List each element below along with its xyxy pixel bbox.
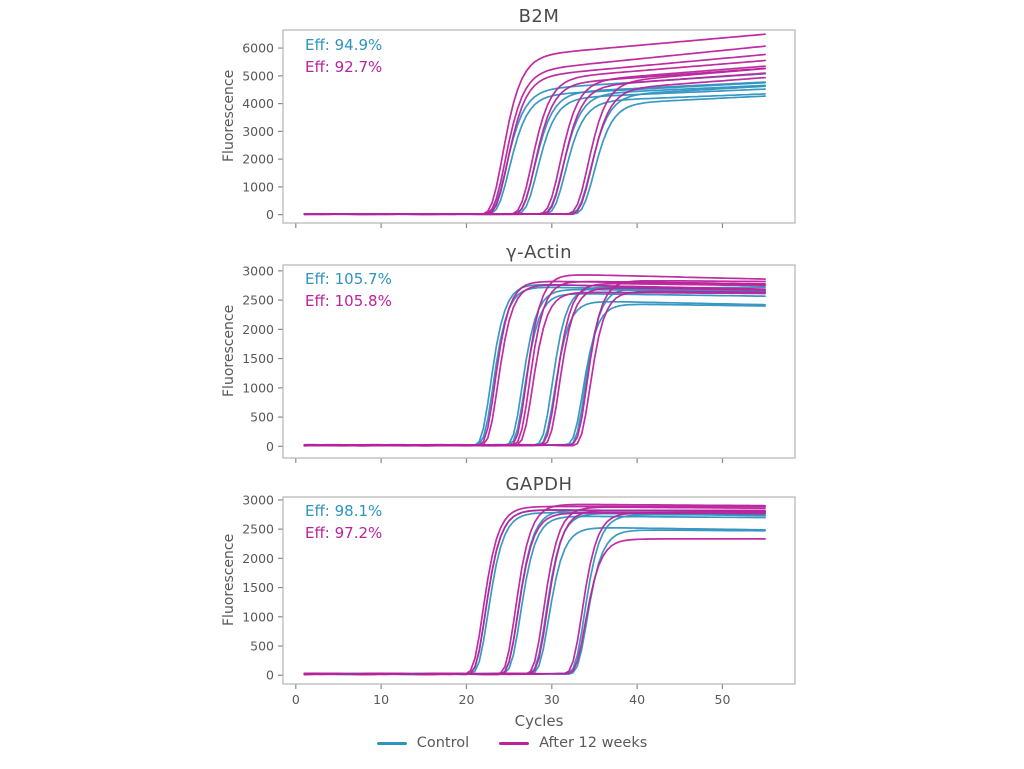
y-tick-label: 0: [266, 207, 274, 222]
efficiency-label-treated-gamma-actin: Eff: 105.8%: [305, 292, 392, 310]
legend-label-control: Control: [416, 735, 470, 751]
panel-frame: [282, 29, 796, 224]
y-axis-label-gamma-actin: Fluorescence: [221, 304, 237, 397]
y-tick-label: 500: [250, 639, 274, 654]
y-tick-label: 1000: [242, 609, 274, 624]
y-tick-label: 1000: [242, 380, 274, 395]
amplification-curve-control: [303, 527, 766, 676]
amplification-curve-after_12_weeks: [303, 72, 766, 215]
y-tick-label: 1500: [242, 580, 274, 595]
legend-swatch-after-12-weeks: [499, 741, 530, 745]
legend-label-after-12-weeks: After 12 weeks: [539, 735, 648, 751]
legend: Control After 12 weeks: [0, 735, 1024, 751]
y-tick-label: 2000: [242, 322, 274, 337]
panel-frame: [282, 496, 796, 685]
x-tick-label: 40: [629, 692, 645, 707]
amplification-curve-after_12_weeks: [303, 538, 766, 676]
panel-frame: [282, 264, 796, 459]
amplification-curve-after_12_weeks: [303, 291, 766, 447]
y-tick-label: 500: [250, 410, 274, 425]
legend-item-after-12-weeks: After 12 weeks: [499, 735, 647, 751]
y-tick-label: 3000: [242, 263, 274, 278]
amplification-curve-control: [303, 95, 766, 216]
y-tick-label: 5000: [242, 68, 274, 83]
y-axis-label-b2m: Fluorescence: [221, 69, 237, 162]
efficiency-label-treated-b2m: Eff: 92.7%: [305, 58, 383, 76]
amplification-curve-control: [303, 529, 766, 676]
x-tick-label: 20: [459, 692, 475, 707]
legend-item-control: Control: [376, 735, 470, 751]
y-tick-label: 2000: [242, 152, 274, 167]
y-tick-label: 2000: [242, 551, 274, 566]
amplification-curve-after_12_weeks: [303, 76, 766, 216]
y-tick-label: 0: [266, 668, 274, 683]
panel-title-gamma-actin: γ-Actin: [505, 242, 572, 263]
y-tick-label: 2500: [242, 522, 274, 537]
efficiency-label-treated-gapdh: Eff: 97.2%: [305, 524, 383, 542]
x-axis-label-cycles: Cycles: [514, 712, 564, 730]
efficiency-label-control-gapdh: Eff: 98.1%: [305, 502, 383, 520]
y-tick-label: 3000: [242, 124, 274, 139]
amplification-curve-control: [303, 286, 766, 447]
efficiency-label-control-b2m: Eff: 94.9%: [305, 36, 383, 54]
x-tick-label: 0: [292, 692, 300, 707]
y-tick-label: 3000: [242, 492, 274, 507]
y-axis-label-gapdh: Fluorescence: [221, 533, 237, 626]
amplification-curve-after_12_weeks: [303, 287, 766, 447]
y-tick-label: 4000: [242, 96, 274, 111]
panel-title-b2m: B2M: [518, 6, 560, 27]
y-tick-label: 0: [266, 439, 274, 454]
x-tick-label: 50: [715, 692, 731, 707]
y-tick-label: 2500: [242, 293, 274, 308]
amplification-curve-control: [303, 286, 766, 447]
amplification-curve-control: [303, 72, 766, 216]
efficiency-label-control-gamma-actin: Eff: 105.7%: [305, 270, 392, 288]
y-tick-label: 1000: [242, 179, 274, 194]
amplification-curve-control: [303, 93, 766, 216]
x-tick-label: 10: [373, 692, 389, 707]
legend-swatch-control: [376, 741, 407, 745]
amplification-curve-after_12_weeks: [303, 290, 766, 447]
x-tick-label: 30: [544, 692, 560, 707]
panel-title-gapdh: GAPDH: [505, 474, 573, 495]
y-tick-label: 1500: [242, 351, 274, 366]
y-tick-label: 6000: [242, 41, 274, 56]
amplification-curve-control: [303, 286, 766, 447]
